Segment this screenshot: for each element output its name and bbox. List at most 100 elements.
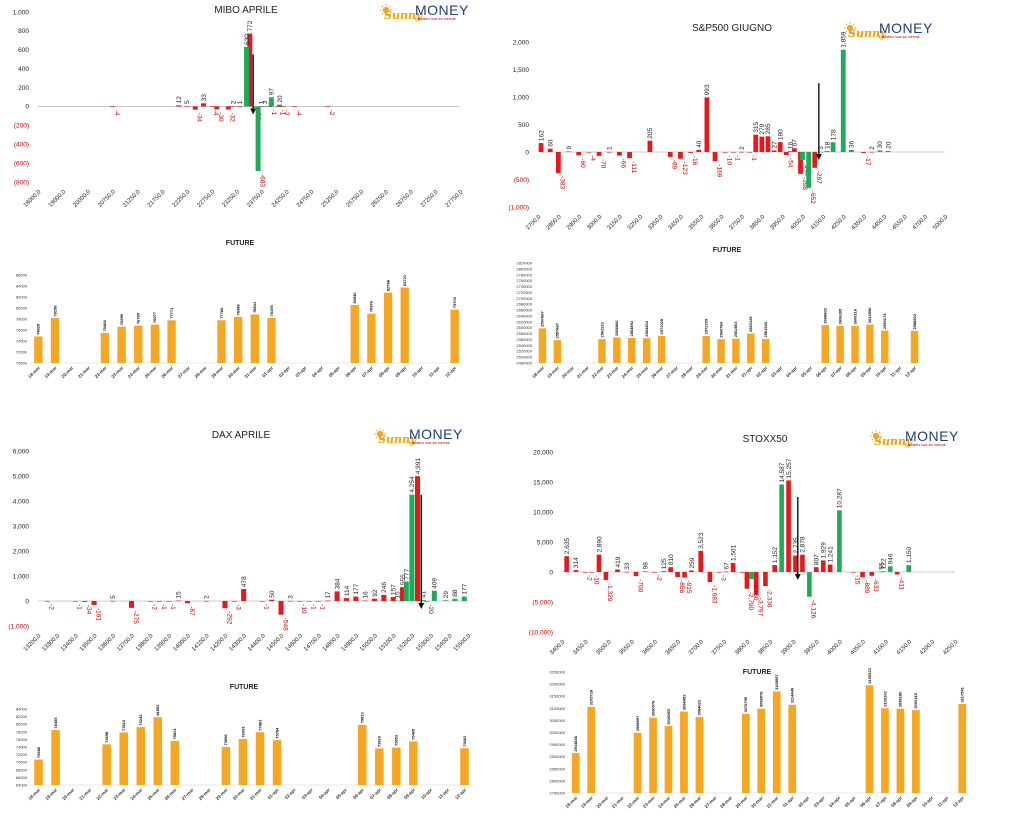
x-tick-label: 09-apr xyxy=(403,787,416,800)
bar-red xyxy=(325,600,331,602)
bar-green xyxy=(848,150,854,152)
y-tick-label: 2720000 xyxy=(516,290,532,295)
bar xyxy=(383,292,393,363)
y-tick-label: 82000 xyxy=(16,295,28,300)
bar xyxy=(772,691,781,793)
data-label: -2 xyxy=(585,575,592,581)
bar-red xyxy=(606,151,612,153)
sp500-options-chart: S&P500 GIUGNO 2,000 1,500 1,000 500 0 (500) (1,… xyxy=(508,23,949,231)
data-label: -1 xyxy=(270,110,277,116)
bar-green xyxy=(824,151,830,152)
data-label: 246 xyxy=(381,582,388,593)
data-label: 92 xyxy=(372,589,379,597)
data-label: 81852 xyxy=(155,704,160,716)
y-tick-label: 2850000 xyxy=(549,766,565,771)
bar-red xyxy=(812,152,818,168)
x-tick-label: 3550,0 xyxy=(688,214,706,232)
x-tick-label: 14500,0 xyxy=(266,633,286,653)
bar-red xyxy=(297,601,303,602)
x-tick-label: 21750,0 xyxy=(147,189,167,209)
bar-red xyxy=(258,106,264,107)
bar-red xyxy=(869,151,875,153)
x-tick-label: 18-mar xyxy=(564,795,578,809)
x-tick-label: 23-mar xyxy=(112,787,126,801)
mibo-options-chart: MIBO APRILE 1,000 800 600 400 200 0 (200) (400) (… xyxy=(13,5,465,209)
arrow-head xyxy=(815,154,822,160)
data-label: -54 xyxy=(787,158,794,168)
bar xyxy=(367,313,376,363)
bar xyxy=(598,339,606,363)
data-label: 993 xyxy=(704,84,711,95)
bar-red xyxy=(688,152,694,153)
x-tick-label: 4000,0 xyxy=(827,639,845,657)
bar-red xyxy=(381,594,387,601)
x-tick-label: 14900,0 xyxy=(341,633,361,653)
bar xyxy=(571,753,580,793)
bar-green xyxy=(244,46,249,107)
y-tick-label: 78000 xyxy=(16,317,28,322)
data-label: 5 xyxy=(184,100,191,104)
data-label: 73996 xyxy=(223,734,228,746)
x-tick-label: 13900,0 xyxy=(154,633,174,653)
y-tick-label: 2640000 xyxy=(516,313,532,318)
data-label: 3 xyxy=(288,595,295,599)
data-label: 76785 xyxy=(136,312,141,324)
x-tick-label: 14700,0 xyxy=(303,633,323,653)
y-tick-label: 2540000 xyxy=(516,343,532,348)
bar-red xyxy=(589,572,595,573)
x-tick-label: 3950,0 xyxy=(803,639,821,657)
y-tick-label: 3050000 xyxy=(549,718,565,723)
bar-red xyxy=(230,106,236,107)
x-tick-label: 04-apr xyxy=(311,365,324,378)
x-tick-label: 4150,0 xyxy=(896,639,914,657)
bar xyxy=(350,305,359,363)
bar xyxy=(695,717,704,793)
bar-red xyxy=(763,572,768,587)
bar-green xyxy=(885,150,891,152)
bar xyxy=(167,320,176,363)
y-tick-label: 2600000 xyxy=(516,325,532,330)
data-label: 2580129 xyxy=(748,316,753,332)
x-tick-label: 19-mar xyxy=(580,795,594,809)
bar xyxy=(357,724,367,785)
data-label: 3060976 xyxy=(650,700,655,716)
x-tick-label: 18000,0 xyxy=(23,189,43,209)
x-tick-label: 14600,0 xyxy=(285,633,305,653)
x-tick-label: 20-mar xyxy=(595,795,609,809)
sun-ray xyxy=(388,12,391,15)
bar-green xyxy=(452,598,458,601)
x-tick-label: 3800,0 xyxy=(734,639,752,657)
x-tick-label: 05-apr xyxy=(800,365,813,378)
x-tick-label: 13200,0 xyxy=(23,633,43,653)
data-label: 4,991 xyxy=(415,458,422,475)
data-label: -287 xyxy=(815,171,822,184)
data-label: 67 xyxy=(792,139,799,147)
y-tick-label: 0 xyxy=(25,598,29,605)
bar xyxy=(836,325,844,363)
x-tick-label: 03-apr xyxy=(813,795,826,808)
bar-red xyxy=(627,152,632,159)
bar-red xyxy=(109,106,115,108)
bar-red xyxy=(704,97,710,152)
y-tick-label: 200 xyxy=(18,85,29,92)
data-label: -915 xyxy=(685,580,692,593)
x-tick-label: 15100,0 xyxy=(378,633,398,653)
x-tick-label: 4700,0 xyxy=(912,214,930,232)
x-tick-label: 15500,0 xyxy=(453,633,473,653)
data-label: -1,329 xyxy=(606,583,613,602)
data-label: 40 xyxy=(696,140,703,148)
y-tick-label: 2900000 xyxy=(549,754,565,759)
data-label: 75601 xyxy=(172,728,177,740)
sun-icon xyxy=(844,22,856,34)
y-tick-label: (500) xyxy=(514,177,529,184)
data-label: 41 xyxy=(420,590,427,598)
data-label: -3 xyxy=(235,604,242,610)
x-tick-label: 10-apr xyxy=(411,365,424,378)
x-tick-label: 05-apr xyxy=(335,787,348,800)
bar-red xyxy=(306,601,312,602)
x-tick-label: 3000,0 xyxy=(586,214,604,232)
y-tick-label: 2780000 xyxy=(516,272,532,277)
x-tick-label: 25250,0 xyxy=(321,189,341,209)
data-label: 74828 xyxy=(36,323,41,335)
